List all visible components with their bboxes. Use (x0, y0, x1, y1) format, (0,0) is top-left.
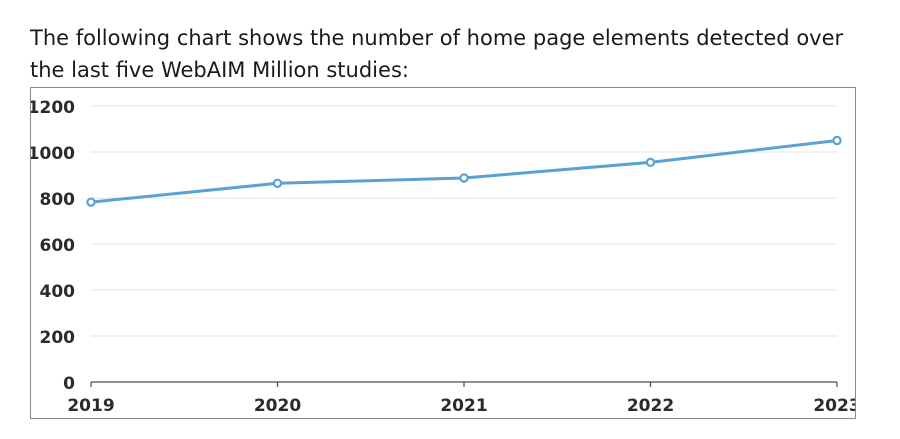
y-tick-label-400: 400 (40, 282, 76, 302)
line-chart: 0 200 400 600 800 1000 1200 2019 2020 2021 2022 20… (30, 87, 856, 419)
series (86, 135, 842, 207)
data-point-2021[interactable] (459, 173, 469, 183)
data-point-2020[interactable] (272, 178, 283, 188)
y-axis: 0 200 400 600 800 1000 1200 (31, 98, 75, 394)
data-point-2023[interactable] (832, 135, 842, 146)
y-tick-label-1200: 1200 (31, 98, 75, 118)
y-tick-label-0: 0 (63, 374, 75, 394)
x-tick-label-2022: 2022 (627, 396, 674, 416)
x-tick-label-2021: 2021 (440, 396, 487, 416)
x-tick-label-2019: 2019 (67, 396, 114, 416)
x-tick-label-2023: 2023 (813, 396, 855, 416)
data-point-2022[interactable] (645, 157, 656, 168)
gridlines (91, 105, 837, 337)
intro-paragraph: The following chart shows the number of … (30, 26, 844, 82)
series-line (89, 139, 839, 204)
x-tick-label-2020: 2020 (254, 396, 301, 416)
y-tick-label-200: 200 (40, 328, 76, 348)
y-tick-label-800: 800 (40, 190, 76, 210)
x-axis: 2019 2020 2021 2022 2023 (67, 381, 855, 416)
data-point-2019[interactable] (86, 197, 96, 207)
y-tick-label-1000: 1000 (31, 144, 75, 164)
y-tick-label-600: 600 (40, 236, 76, 256)
